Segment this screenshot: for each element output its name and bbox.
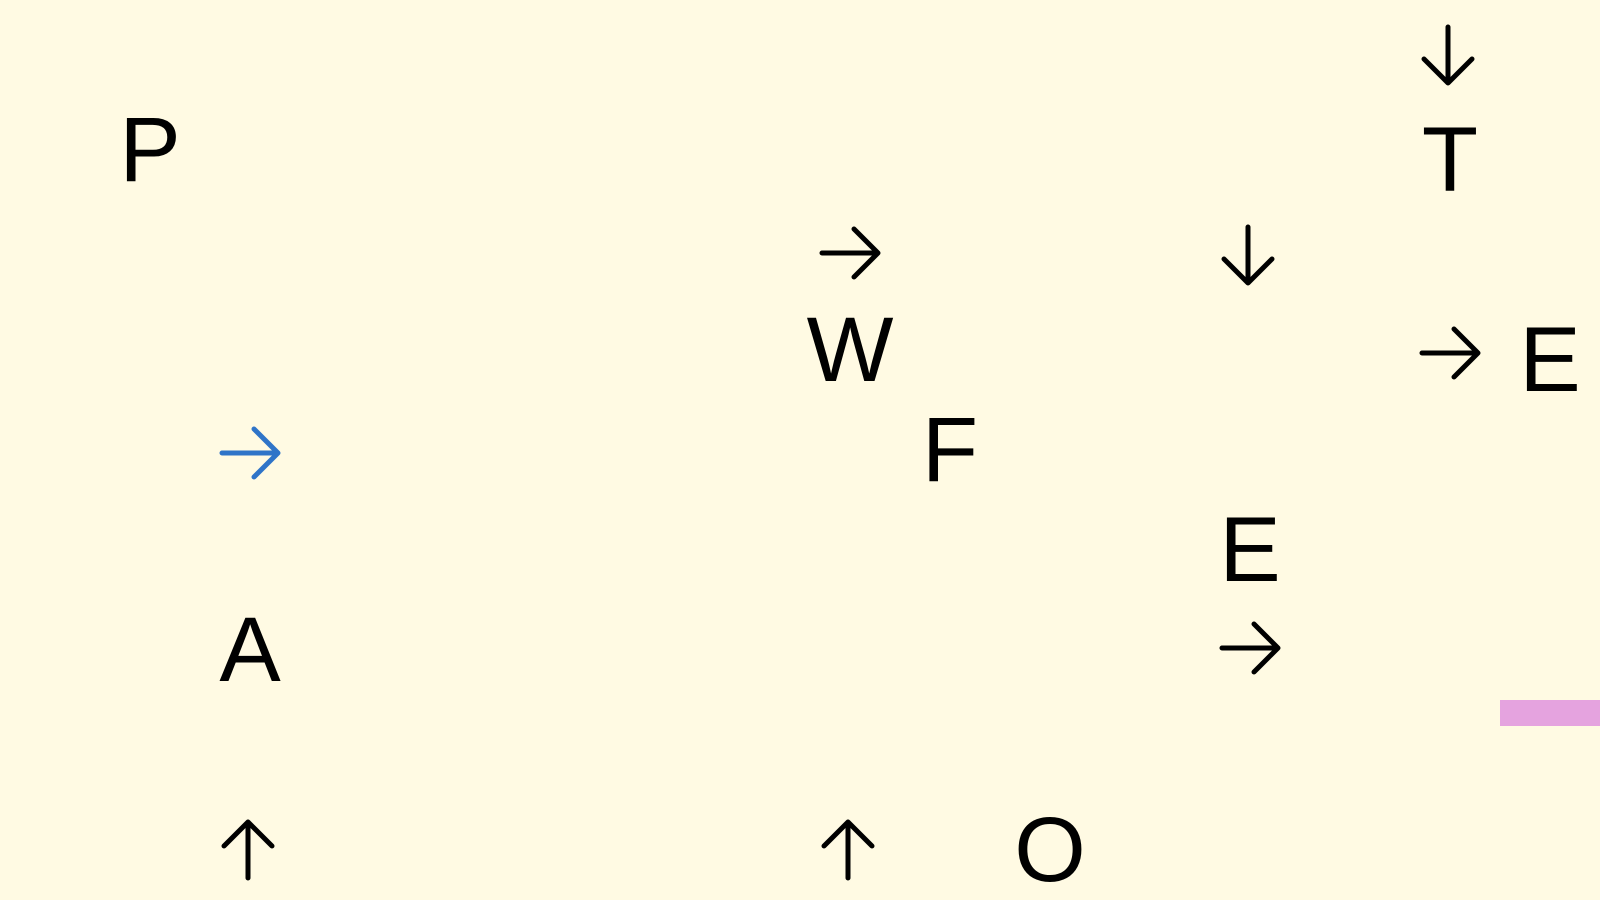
letter-tile-e-right[interactable]: E — [1500, 310, 1600, 410]
arrow-up-icon[interactable] — [800, 800, 900, 900]
letter-e-right: E — [1519, 309, 1581, 411]
arrow-down-icon-glyph — [1221, 224, 1275, 286]
letter-a: A — [219, 599, 281, 701]
arrow-right-icon[interactable] — [200, 405, 300, 505]
letter-tile-a[interactable]: A — [200, 600, 300, 700]
arrow-right-icon-glyph — [219, 426, 281, 480]
letter-p: P — [119, 99, 181, 201]
arrow-right-icon[interactable] — [800, 205, 900, 305]
letter-t: T — [1421, 109, 1479, 211]
arrow-right-icon[interactable] — [1400, 305, 1500, 405]
letter-e-mid: E — [1219, 499, 1281, 601]
letter-tile-w[interactable]: W — [800, 300, 900, 400]
letter-tile-t[interactable]: T — [1400, 110, 1500, 210]
letter-tile-o[interactable]: O — [1000, 800, 1100, 900]
letter-w: W — [806, 299, 894, 401]
arrow-right-icon[interactable] — [1200, 600, 1300, 700]
arrow-up-icon[interactable] — [200, 800, 300, 900]
arrow-down-icon[interactable] — [1400, 5, 1500, 105]
highlight-marker — [1500, 700, 1600, 726]
letter-tile-f[interactable]: F — [900, 400, 1000, 500]
arrow-up-icon-glyph — [821, 819, 875, 881]
letter-f: F — [921, 399, 979, 501]
arrow-right-icon-glyph — [1219, 621, 1281, 675]
arrow-down-icon-glyph — [1421, 24, 1475, 86]
letter-tile-p[interactable]: P — [100, 100, 200, 200]
arrow-right-icon-glyph — [819, 226, 881, 280]
arrow-down-icon[interactable] — [1200, 205, 1300, 305]
letter-o: O — [1014, 799, 1086, 900]
arrow-right-icon-glyph — [1419, 326, 1481, 380]
letter-tile-e-mid[interactable]: E — [1200, 500, 1300, 600]
arrow-up-icon-glyph — [221, 819, 275, 881]
